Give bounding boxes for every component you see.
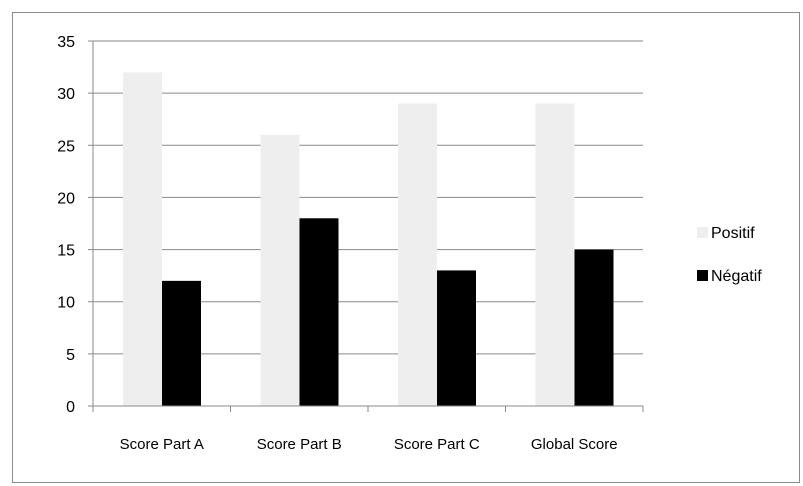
bar-positif-2 [260, 134, 300, 406]
bar-ngatif-1 [162, 280, 201, 406]
bars [123, 72, 614, 407]
x-tick-label: Score Part C [394, 436, 480, 453]
y-tick-label: 0 [66, 399, 75, 416]
legend-swatch-2 [697, 270, 708, 281]
y-tick-label: 10 [57, 295, 75, 312]
legend: Positif Négatif [697, 225, 762, 285]
y-axis-ticks: 0 5 10 15 20 25 30 35 [57, 34, 93, 416]
legend-swatch-1 [697, 227, 708, 238]
y-tick-label: 25 [57, 138, 75, 155]
bar-positif-3 [398, 103, 437, 407]
y-tick-label: 5 [66, 347, 75, 364]
x-axis-ticks: Score Part A Score Part B Score Part C Glob… [92, 406, 644, 453]
bar-ngatif-2 [299, 218, 339, 406]
bar-ngatif-3 [437, 270, 476, 406]
legend-label-1: Positif [711, 225, 755, 242]
bar-ngatif-4 [574, 249, 614, 406]
legend-label-2: Négatif [711, 268, 762, 285]
x-tick-label: Score Part B [257, 436, 342, 453]
y-tick-label: 15 [57, 243, 75, 260]
bar-positif-4 [535, 103, 575, 407]
x-tick-label: Global Score [531, 436, 618, 453]
y-tick-label: 35 [57, 34, 75, 51]
y-tick-label: 20 [57, 190, 75, 207]
y-tick-label: 30 [57, 86, 75, 103]
x-tick-label: Score Part A [120, 436, 204, 453]
bar-positif-1 [123, 72, 162, 407]
